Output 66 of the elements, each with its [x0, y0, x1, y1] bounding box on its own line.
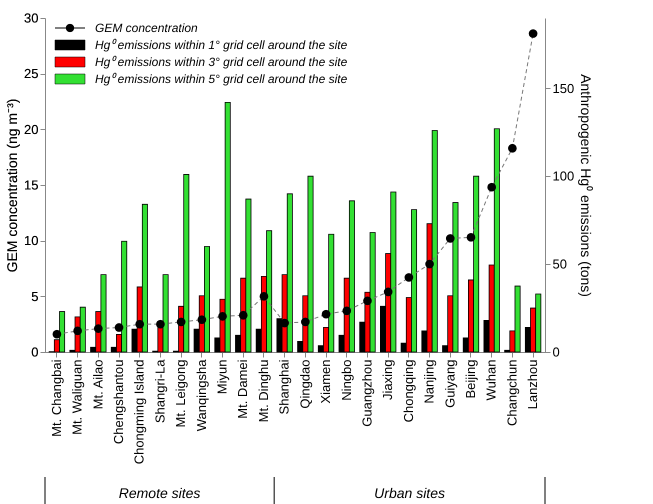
y2-tick-label: 150: [552, 80, 574, 96]
y-tick-label: 0: [31, 344, 38, 360]
y-tick-label: 30: [24, 10, 38, 26]
point: [404, 273, 414, 282]
x-tick-label: Chongqing: [400, 360, 416, 422]
y2-tick-label: 0: [552, 344, 560, 360]
point: [260, 292, 268, 301]
y-tick-label: 15: [24, 178, 38, 192]
x-tick-label: Qingdao: [297, 360, 312, 409]
x-tick-label: Xiamen: [318, 360, 334, 404]
x-tick-label: Shangri-La: [152, 358, 168, 424]
x-tick-label: Jiaxing: [380, 360, 396, 400]
legend-label: Hg⁰ emissions within 3° grid cell around the site: [95, 55, 348, 69]
x-tick-label: Guangzhou: [359, 360, 374, 427]
x-tick-label: Mt. Leigong: [173, 360, 188, 428]
x-tick-label: Mt. Dinghu: [256, 360, 271, 422]
x-tick-label: Beijing: [462, 360, 478, 399]
y-tick-label: 25: [24, 66, 38, 82]
point: [446, 234, 455, 243]
point: [487, 182, 496, 192]
point: [156, 320, 165, 328]
x-tick-label: Mt. Damei: [235, 359, 250, 419]
text: Remote sites: [118, 485, 200, 501]
point: [94, 324, 103, 333]
x-tick-label: Chongming Island: [132, 360, 147, 464]
x-tick-label: Wanqingsha: [194, 358, 209, 432]
x-tick-label: Shanghai: [276, 359, 292, 414]
point: [528, 29, 538, 38]
y2-tick-label: 100: [552, 168, 574, 184]
point: [342, 306, 352, 316]
x-tick-label: Miyun: [214, 360, 230, 394]
y-axis-title: GEM concentration (ng m⁻³): [4, 98, 20, 272]
point: [384, 288, 392, 296]
point: [425, 260, 434, 268]
point: [301, 318, 310, 326]
legend-label: GEM concentration: [95, 21, 198, 35]
point: [135, 320, 144, 328]
point: [466, 233, 476, 242]
text: Urban sites: [374, 485, 445, 501]
x-tick-label: Mt. Waliguan: [70, 360, 85, 435]
x-tick-label: Ningbo: [338, 360, 354, 401]
y2-axis-title: Anthropogenic Hg⁰ emissions (tons): [578, 74, 594, 297]
point: [363, 296, 372, 306]
point: [238, 310, 248, 320]
y-tick-label: 10: [24, 233, 38, 248]
x-tick-label: Guiyang: [442, 360, 458, 408]
x-tick-label: Lanzhou: [525, 360, 540, 410]
y-tick-label: 5: [31, 288, 38, 304]
point: [198, 315, 206, 324]
point: [508, 144, 517, 153]
point: [73, 326, 82, 336]
y-tick-label: 20: [24, 122, 38, 137]
legend-label: Hg⁰ emissions within 5° grid cell around the site: [95, 72, 348, 86]
point: [176, 318, 186, 326]
point: [52, 330, 62, 339]
point: [322, 310, 330, 318]
legend-label: Hg⁰ emissions within 1° grid cell around the site: [95, 38, 348, 52]
y2-tick-label: 50: [552, 256, 567, 272]
x-tick-label: Mt. Changbai: [48, 359, 64, 437]
x-tick-label: Changchun: [504, 360, 520, 426]
point: [218, 312, 227, 321]
x-tick-label: Wuhan: [484, 360, 499, 400]
point: [114, 323, 124, 332]
x-tick-label: Mt. Ailao: [90, 360, 106, 410]
x-tick-label: Chengshantou: [111, 360, 126, 444]
x-tick-label: Nanjing: [422, 360, 437, 404]
